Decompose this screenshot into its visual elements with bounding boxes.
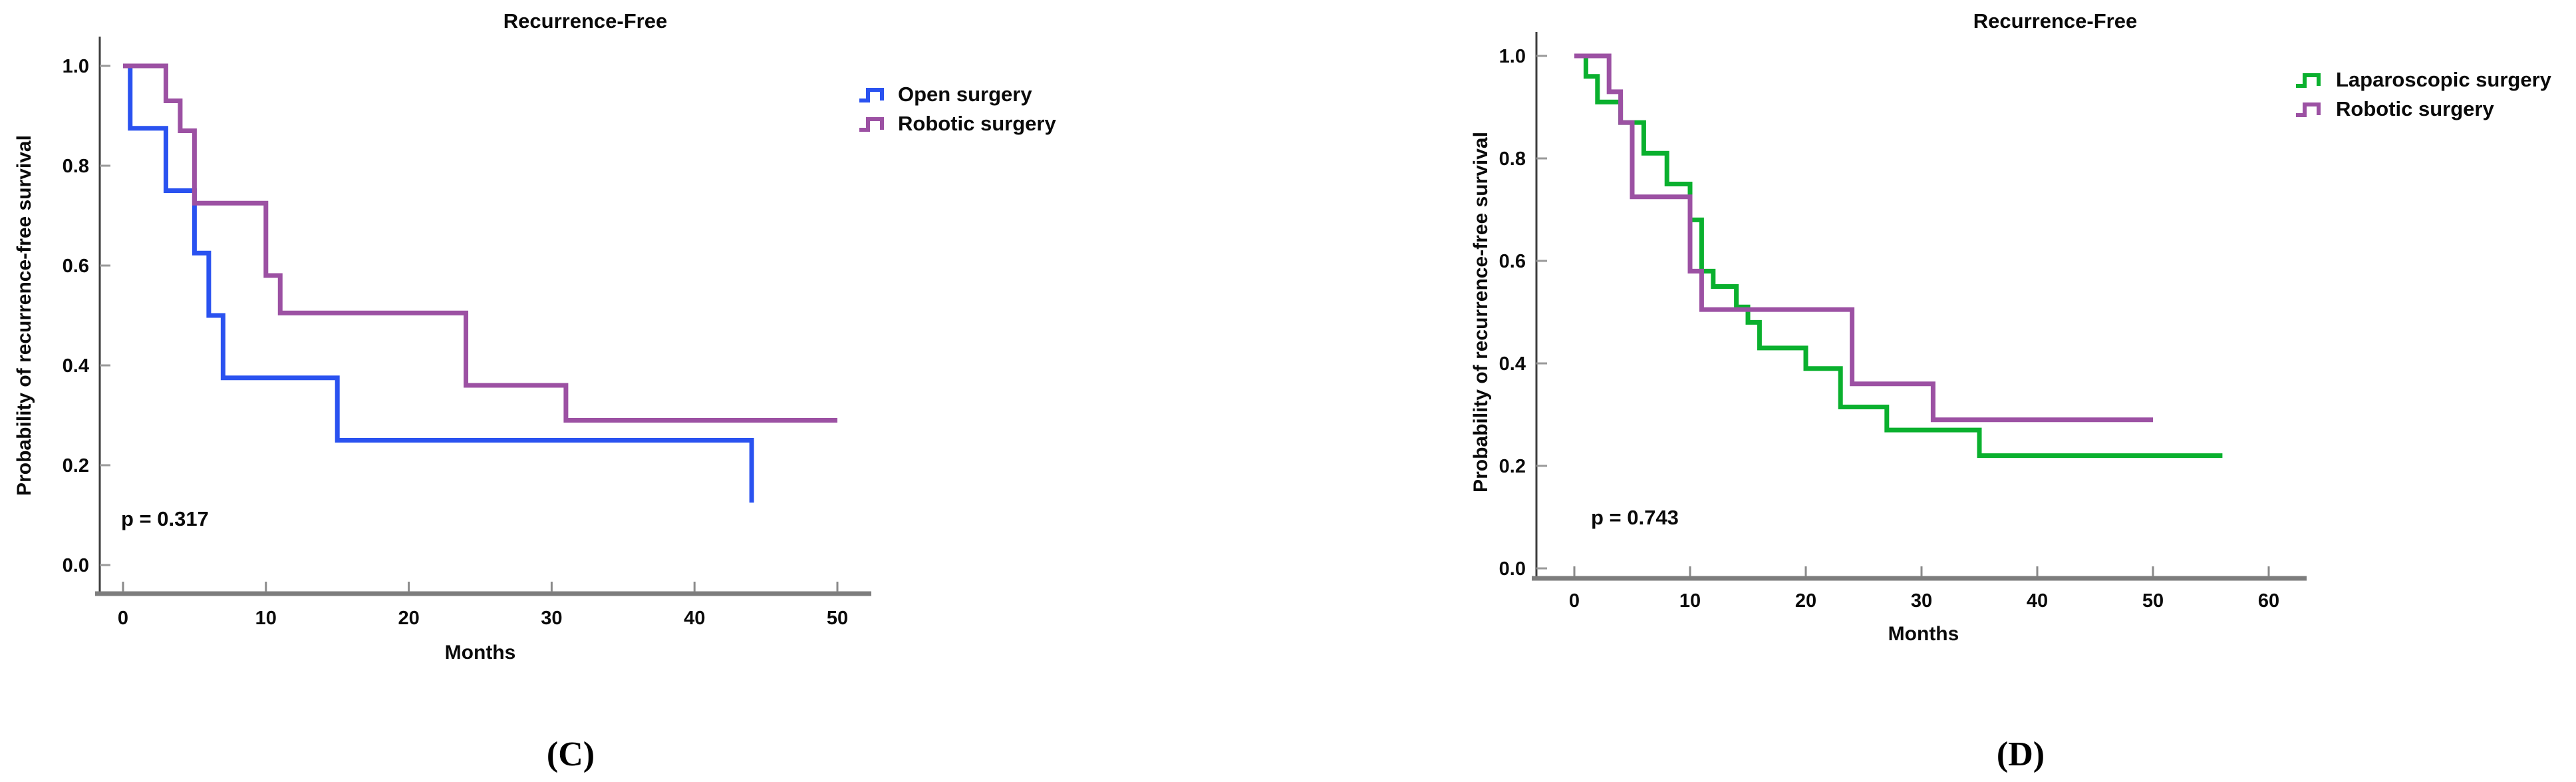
y-tick-label: 0.0	[63, 555, 89, 576]
legend-step-marker-robotic-surgery	[2296, 102, 2321, 117]
y-tick-label: 1.0	[1499, 46, 1526, 67]
y-axis-title: Probability of recurrence-free survival	[13, 135, 35, 496]
y-tick-label: 0.6	[1499, 251, 1526, 272]
x-tick-label: 10	[255, 608, 277, 629]
legend-step-marker-laparoscopic-surgery	[2296, 73, 2321, 88]
km-curve-laparoscopic-surgery	[1574, 53, 2223, 459]
series-group	[123, 63, 837, 503]
legend-label: Robotic surgery	[898, 112, 1056, 135]
km-curve-robotic-surgery	[123, 63, 837, 423]
p-value-annotation: p = 0.743	[1591, 506, 1679, 529]
y-axis-title: Probability of recurrence-free survival	[1470, 132, 1492, 492]
legend-label: Open surgery	[898, 83, 1032, 106]
y-tick-label: 0.8	[1499, 148, 1526, 170]
y-tick-label: 1.0	[63, 56, 89, 77]
x-tick-label: 0	[118, 608, 128, 629]
chart-title: Recurrence-Free	[1973, 9, 2137, 33]
x-tick-label: 50	[827, 608, 848, 629]
y-tick-label: 0.2	[63, 455, 89, 477]
y-tick-label: 0.4	[1499, 353, 1526, 375]
survival-chart-panel-d: Recurrence-Free Probability of recurrenc…	[1470, 9, 2552, 773]
x-tick-label: 20	[1795, 590, 1816, 612]
panel-label-c: (C)	[547, 735, 595, 773]
p-value-annotation: p = 0.317	[121, 507, 209, 530]
y-tick-label: 0.8	[63, 156, 89, 177]
x-tick-label: 40	[2027, 590, 2048, 612]
y-tick-label: 0.0	[1499, 558, 1526, 580]
x-tick-label: 30	[541, 608, 562, 629]
legend-group: Laparoscopic surgery Robotic surgery	[2296, 68, 2552, 120]
x-tick-label: 30	[1911, 590, 1932, 612]
y-tick-label: 0.4	[63, 355, 89, 377]
x-tick-label: 0	[1569, 590, 1580, 612]
x-tick-label: 50	[2142, 590, 2164, 612]
panel-label-d: (D)	[1997, 735, 2045, 773]
km-curve-open-surgery	[123, 63, 754, 503]
legend-step-marker-robotic-surgery	[859, 117, 884, 132]
legend-label: Robotic surgery	[2336, 97, 2494, 120]
chart-title: Recurrence-Free	[503, 9, 667, 33]
legend-group: Open surgery Robotic surgery	[859, 83, 1056, 135]
axes-group: 0.0 0.2 0.4 0.6 0.8 1.0 0 10 20 30 40 50 60	[1499, 32, 2307, 612]
x-tick-label: 60	[2258, 590, 2279, 612]
x-tick-label: 40	[684, 608, 705, 629]
axes-group: 0.0 0.2 0.4 0.6 0.8 1.0 0 10 20 30 40 50	[63, 37, 871, 629]
x-tick-label: 10	[1679, 590, 1701, 612]
x-axis-title: Months	[1888, 623, 1959, 645]
survival-chart-panel-c: Recurrence-Free Probability of recurrenc…	[13, 9, 1056, 773]
x-tick-label: 20	[398, 608, 419, 629]
series-group	[1574, 53, 2223, 459]
legend-step-marker-open-surgery	[859, 88, 884, 102]
km-curve-robotic-surgery	[1574, 53, 2153, 423]
y-tick-label: 0.6	[63, 256, 89, 277]
legend-label: Laparoscopic surgery	[2336, 68, 2552, 91]
y-tick-label: 0.2	[1499, 456, 1526, 477]
x-axis-title: Months	[445, 642, 516, 664]
